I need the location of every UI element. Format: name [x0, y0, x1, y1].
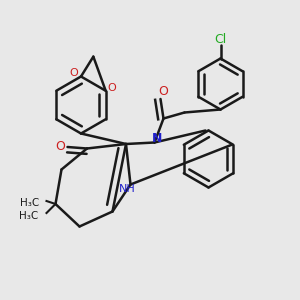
Text: H₃C: H₃C [19, 211, 38, 221]
Text: O: O [159, 85, 168, 98]
Text: H₃C: H₃C [20, 197, 39, 208]
Text: Cl: Cl [214, 32, 226, 46]
Text: O: O [69, 68, 78, 79]
Text: NH: NH [119, 184, 136, 194]
Text: O: O [55, 140, 65, 154]
Text: N: N [152, 131, 163, 145]
Text: O: O [107, 83, 116, 93]
